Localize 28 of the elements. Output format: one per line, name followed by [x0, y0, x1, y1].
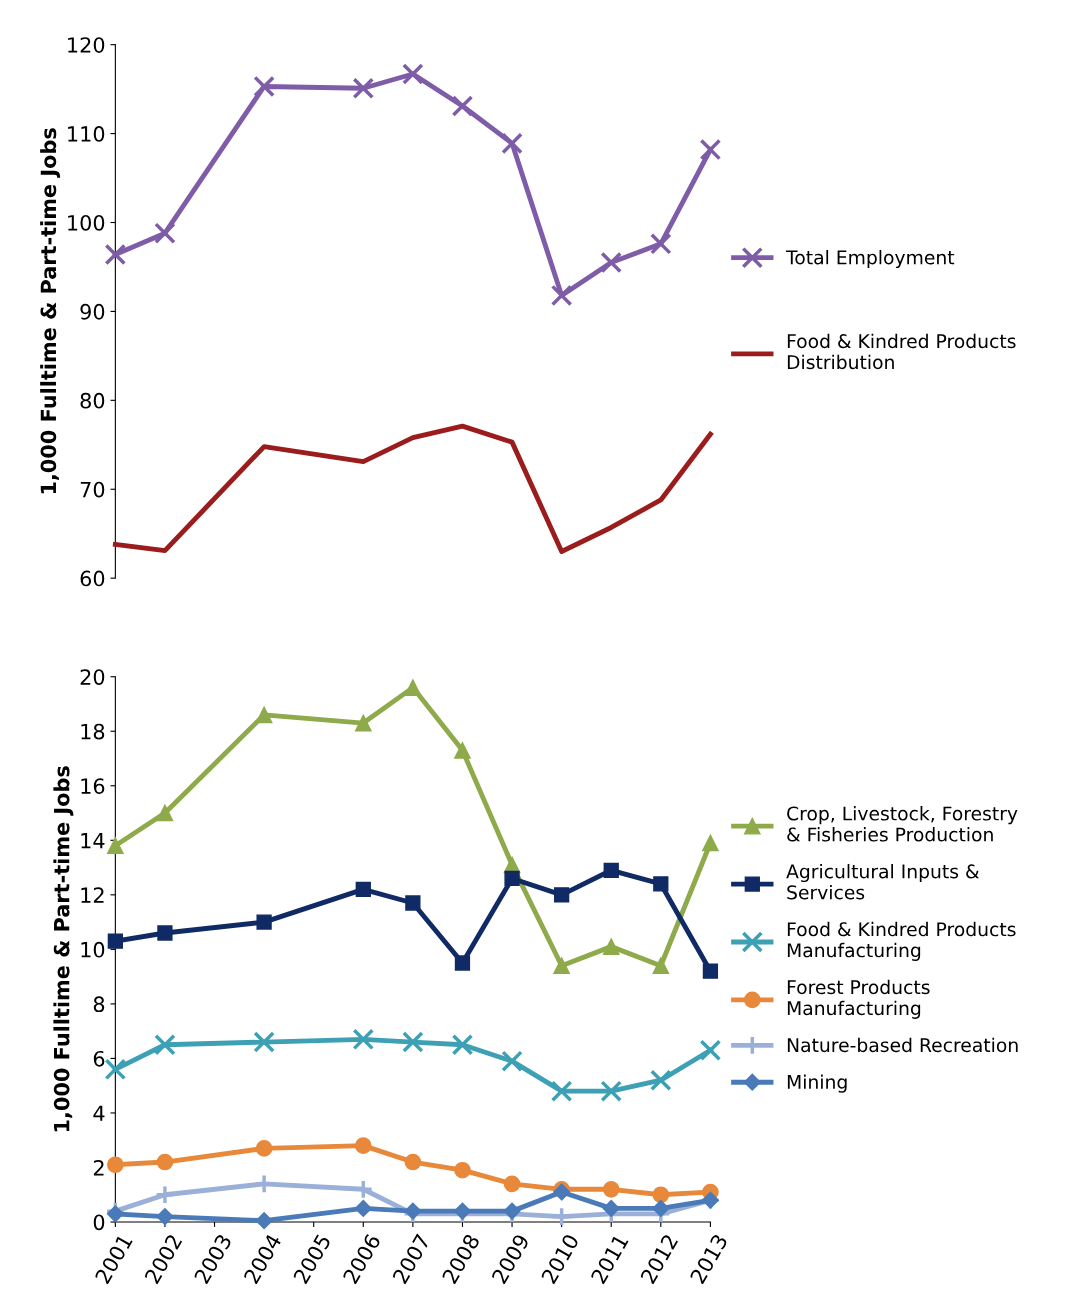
- legend-label: Food & Kindred Products Manufacturing: [787, 921, 1016, 961]
- y-tick-label: 100: [68, 214, 105, 231]
- y-tick-label: 10: [81, 941, 105, 958]
- y-tick-label: 18: [81, 723, 105, 740]
- y-tick-label: 0: [93, 1214, 105, 1231]
- y-tick-label: 8: [93, 996, 105, 1013]
- legend-label: Food & Kindred Products Distribution: [787, 333, 1016, 370]
- y-tick-label: 60: [80, 570, 105, 587]
- y-tick-label: 90: [80, 303, 105, 320]
- y-tick-label: 120: [68, 37, 105, 53]
- legend-label: Nature-based Recreation: [787, 1037, 1018, 1053]
- y-tick-label: 2: [93, 1159, 104, 1176]
- y-axis-title: 1,000 Fulltime & Part-time Jobs: [53, 766, 74, 1132]
- y-tick-label: 16: [81, 778, 105, 794]
- y-tick-label: 80: [80, 392, 105, 409]
- legend-label: Total Employment: [786, 249, 955, 269]
- y-tick-label: 6: [93, 1050, 105, 1067]
- y-tick-label: 12: [81, 887, 104, 903]
- y-tick-label: 4: [93, 1105, 105, 1121]
- y-axis-title: 1,000 Fulltime & Part-time Jobs: [40, 128, 61, 494]
- y-tick-label: 14: [81, 833, 105, 849]
- y-tick-label: 20: [80, 669, 105, 685]
- y-tick-label: 110: [68, 126, 105, 142]
- legend-label: Agricultural Inputs & Services: [786, 863, 980, 900]
- y-tick-label: 70: [80, 481, 105, 498]
- legend-label: Crop, Livestock, Forestry & Fisheries Production: [787, 806, 1018, 842]
- legend-label: Forest Products Manufacturing: [787, 979, 930, 1019]
- legend-label: Mining: [787, 1074, 847, 1093]
